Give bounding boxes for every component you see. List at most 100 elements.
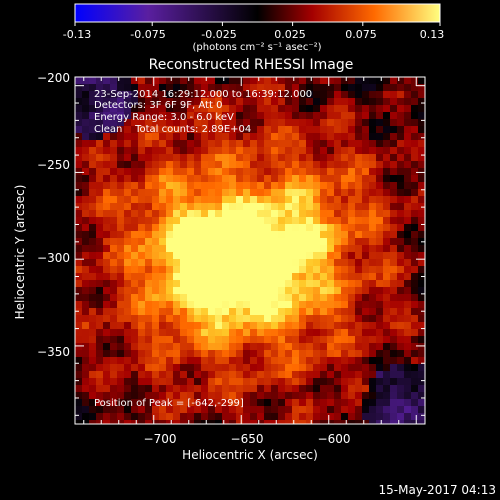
image-pixel	[257, 378, 265, 386]
image-pixel	[285, 357, 293, 365]
image-pixel	[397, 364, 405, 372]
image-pixel	[327, 301, 335, 309]
image-pixel	[75, 294, 83, 302]
colorbar-units-label: (photons cm⁻² s⁻¹ asec⁻²)	[192, 42, 321, 53]
image-pixel	[418, 301, 425, 309]
image-pixel	[250, 336, 258, 344]
image-pixel	[292, 322, 300, 330]
image-pixel	[229, 98, 237, 106]
image-pixel	[376, 357, 384, 365]
image-pixel	[271, 112, 279, 120]
image-pixel	[215, 147, 223, 155]
image-pixel	[243, 203, 251, 211]
image-pixel	[418, 147, 425, 155]
image-pixel	[418, 77, 425, 85]
image-pixel	[103, 329, 111, 337]
image-pixel	[264, 175, 272, 183]
image-pixel	[376, 238, 384, 246]
image-pixel	[89, 112, 97, 120]
image-pixel	[166, 210, 174, 218]
image-pixel	[124, 399, 132, 407]
image-pixel	[215, 112, 223, 120]
image-pixel	[299, 126, 307, 134]
image-pixel	[313, 322, 321, 330]
image-pixel	[243, 294, 251, 302]
image-pixel	[299, 175, 307, 183]
image-pixel	[236, 140, 244, 148]
image-pixel	[103, 413, 111, 421]
image-pixel	[320, 217, 328, 225]
image-pixel	[243, 245, 251, 253]
image-pixel	[89, 280, 97, 288]
image-pixel	[194, 322, 202, 330]
image-pixel	[96, 329, 104, 337]
image-pixel	[369, 308, 377, 316]
image-pixel	[383, 385, 391, 393]
image-pixel	[173, 273, 181, 281]
image-pixel	[180, 203, 188, 211]
image-pixel	[236, 406, 244, 414]
image-pixel	[278, 371, 286, 379]
image-pixel	[341, 112, 349, 120]
image-pixel	[362, 336, 370, 344]
image-pixel	[138, 364, 146, 372]
image-pixel	[418, 182, 425, 190]
image-pixel	[131, 140, 139, 148]
image-pixel	[103, 147, 111, 155]
image-pixel	[278, 406, 286, 414]
image-pixel	[334, 336, 342, 344]
image-pixel	[390, 147, 398, 155]
image-pixel	[264, 168, 272, 176]
image-pixel	[145, 133, 153, 141]
image-pixel	[243, 287, 251, 295]
image-pixel	[194, 105, 202, 113]
image-pixel	[103, 77, 111, 85]
image-pixel	[257, 126, 265, 134]
image-pixel	[110, 217, 118, 225]
image-pixel	[215, 259, 223, 267]
image-pixel	[89, 231, 97, 239]
image-pixel	[229, 378, 237, 386]
image-pixel	[145, 252, 153, 260]
image-pixel	[75, 126, 83, 134]
image-pixel	[117, 196, 125, 204]
image-pixel	[250, 231, 258, 239]
image-pixel	[390, 196, 398, 204]
image-pixel	[243, 322, 251, 330]
image-pixel	[229, 371, 237, 379]
image-pixel	[236, 231, 244, 239]
image-pixel	[292, 210, 300, 218]
image-pixel	[201, 126, 209, 134]
image-pixel	[383, 406, 391, 414]
image-pixel	[96, 287, 104, 295]
image-pixel	[348, 84, 356, 92]
image-pixel	[159, 315, 167, 323]
image-pixel	[411, 126, 419, 134]
image-pixel	[404, 196, 412, 204]
image-pixel	[236, 98, 244, 106]
image-pixel	[334, 217, 342, 225]
image-pixel	[131, 371, 139, 379]
image-pixel	[397, 224, 405, 232]
image-pixel	[411, 105, 419, 113]
image-pixel	[334, 182, 342, 190]
image-pixel	[236, 322, 244, 330]
image-pixel	[131, 406, 139, 414]
image-pixel	[236, 133, 244, 141]
image-pixel	[411, 231, 419, 239]
image-pixel	[411, 147, 419, 155]
image-pixel	[404, 308, 412, 316]
image-pixel	[194, 189, 202, 197]
image-pixel	[390, 140, 398, 148]
image-pixel	[320, 413, 328, 421]
image-pixel	[201, 224, 209, 232]
image-pixel	[117, 161, 125, 169]
image-pixel	[124, 189, 132, 197]
image-pixel	[320, 161, 328, 169]
image-pixel	[208, 231, 216, 239]
image-pixel	[159, 168, 167, 176]
image-pixel	[103, 392, 111, 400]
image-pixel	[215, 350, 223, 358]
image-pixel	[348, 105, 356, 113]
image-pixel	[306, 126, 314, 134]
